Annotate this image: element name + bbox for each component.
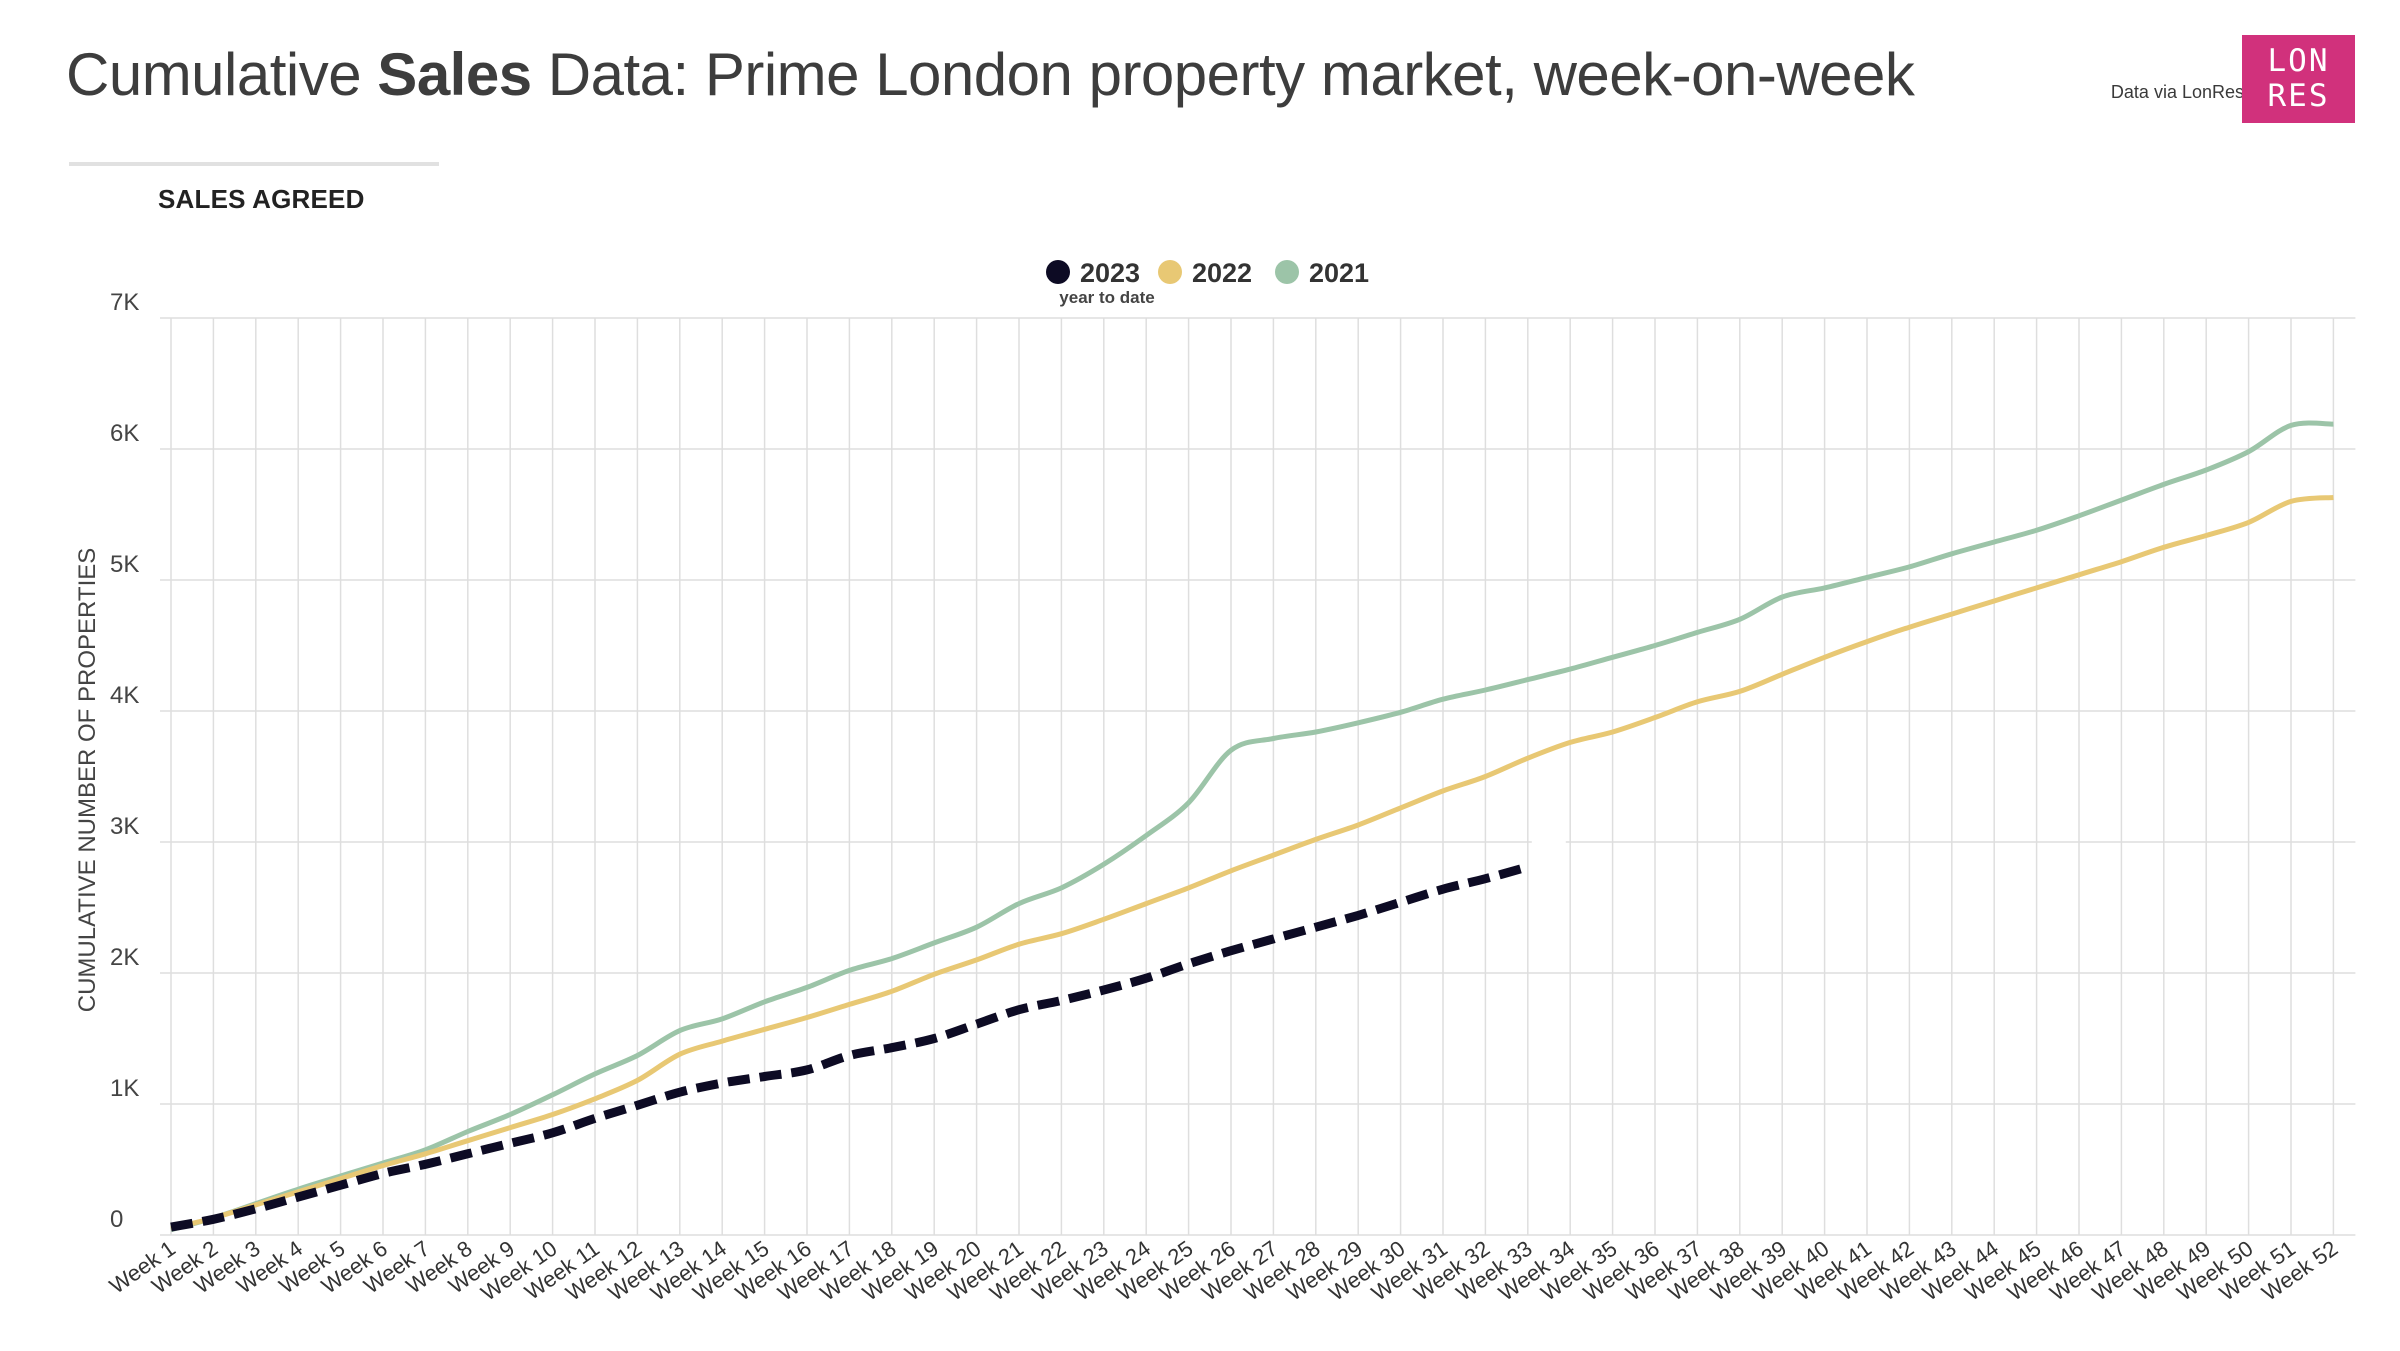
y-tick-label: 6K bbox=[110, 420, 139, 447]
series-line-2023 bbox=[170, 862, 1530, 1232]
legend-background bbox=[1030, 255, 1390, 313]
y-tick-label: 3K bbox=[110, 813, 139, 840]
legend-label-2023[interactable]: 2023 bbox=[1080, 258, 1140, 288]
legend-label-2022[interactable]: 2022 bbox=[1192, 258, 1252, 288]
y-tick-label: 0 bbox=[110, 1206, 123, 1233]
legend-label-2021[interactable]: 2021 bbox=[1309, 258, 1369, 288]
tab-indicator bbox=[69, 162, 439, 166]
y-tick-label: 1K bbox=[110, 1075, 139, 1102]
legend-marker-2022[interactable] bbox=[1158, 260, 1182, 284]
y-tick-label: 2K bbox=[110, 944, 139, 971]
grid bbox=[160, 255, 2356, 1236]
legend-marker-2021[interactable] bbox=[1275, 260, 1299, 284]
lonres-logo: LON RES bbox=[2242, 35, 2355, 123]
legend-sublabel-2023: year to date bbox=[1059, 288, 1154, 307]
y-axis-ticks: 0 1K 2K 3K 4K 5K 6K 7K bbox=[110, 289, 139, 1233]
title-post: Data: Prime London property market, week… bbox=[531, 41, 1915, 108]
y-axis-title: CUMULATIVE NUMBER OF PROPERTIES bbox=[74, 548, 101, 1013]
page-title: Cumulative Sales Data: Prime London prop… bbox=[66, 40, 1915, 109]
series-end-gap bbox=[1531, 840, 1566, 874]
logo-line-1: LON bbox=[2267, 43, 2330, 79]
y-tick-label: 5K bbox=[110, 551, 139, 578]
tab-sales-agreed[interactable]: SALES AGREED bbox=[158, 184, 365, 214]
logo-line-2: RES bbox=[2267, 78, 2330, 114]
legend-marker-2023[interactable] bbox=[1046, 260, 1070, 284]
title-pre: Cumulative bbox=[66, 41, 378, 108]
series-line-2022 bbox=[170, 495, 2334, 1231]
y-tick-label: 7K bbox=[110, 289, 139, 316]
source-note: Data via LonRes bbox=[2110, 82, 2244, 102]
y-tick-label: 4K bbox=[110, 682, 139, 709]
series-line-2021 bbox=[170, 420, 2334, 1233]
series-lines bbox=[170, 420, 2334, 1233]
title-bold: Sales bbox=[377, 41, 532, 108]
